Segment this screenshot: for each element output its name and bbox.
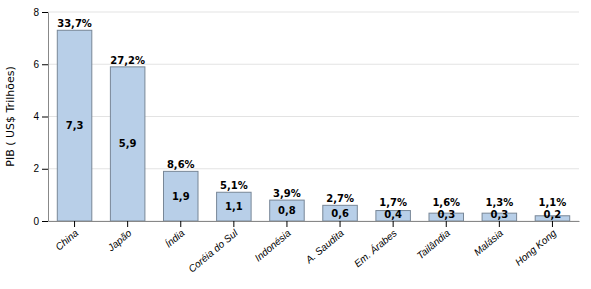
x-tick-label: Em. Árabes bbox=[351, 227, 399, 270]
x-tick: A. Saudita bbox=[303, 221, 347, 266]
x-tick-mark bbox=[180, 221, 181, 227]
y-tick-label: 6 bbox=[33, 59, 39, 70]
percentage-label: 1,6% bbox=[432, 197, 460, 208]
x-tick: Indonésia bbox=[252, 221, 293, 264]
y-tick: 0 bbox=[33, 216, 48, 227]
bar bbox=[57, 30, 92, 221]
percentage-label: 27,2% bbox=[110, 55, 145, 66]
value-label: 5,9 bbox=[119, 138, 137, 149]
x-tick-mark bbox=[233, 221, 234, 227]
bars bbox=[57, 30, 569, 221]
x-tick-label: Indonésia bbox=[252, 227, 293, 264]
y-tick-label: 2 bbox=[33, 163, 39, 174]
chart-svg: 0 2 4 6 8 China Japão ÍndiaCoréia do Sul Indonés… bbox=[0, 0, 591, 289]
x-tick-label: China bbox=[53, 227, 80, 253]
x-tick-mark bbox=[552, 221, 553, 227]
y-axis-title: PIB ( US$ Trilhões) bbox=[4, 66, 17, 166]
percentage-label: 3,9% bbox=[273, 188, 301, 199]
bar bbox=[270, 200, 305, 221]
x-tick-mark bbox=[74, 221, 75, 227]
percentage-label: 5,1% bbox=[220, 180, 248, 191]
value-label: 1,9 bbox=[172, 191, 190, 202]
bar bbox=[163, 171, 198, 221]
bar bbox=[217, 192, 252, 221]
value-label: 0,8 bbox=[278, 205, 296, 216]
y-tick: 8 bbox=[33, 7, 48, 18]
y-tick-mark bbox=[42, 12, 48, 13]
y-tick: 6 bbox=[33, 59, 48, 70]
grid bbox=[48, 12, 579, 221]
x-axis: China Japão ÍndiaCoréia do Sul Indonésia A. … bbox=[49, 221, 580, 275]
y-tick-mark bbox=[42, 221, 48, 222]
percentage-label: 1,7% bbox=[379, 197, 407, 208]
x-tick-label: Hong Kong bbox=[513, 227, 559, 268]
value-label: 0,3 bbox=[437, 209, 455, 220]
x-tick-mark bbox=[446, 221, 447, 227]
x-tick-mark bbox=[286, 221, 287, 227]
x-tick: Tailândia bbox=[415, 221, 453, 261]
y-tick: 4 bbox=[33, 111, 48, 122]
x-tick: Hong Kong bbox=[513, 221, 559, 268]
x-tick-label: A. Saudita bbox=[303, 227, 347, 266]
x-tick-label: Tailândia bbox=[415, 227, 453, 261]
x-tick-label: Coréia do Sul bbox=[186, 227, 240, 275]
y-axis-line bbox=[48, 13, 49, 222]
value-label: 0,6 bbox=[331, 208, 349, 219]
value-label: 1,1 bbox=[225, 201, 243, 212]
x-tick: Japão bbox=[105, 221, 134, 254]
percentage-label: 2,7% bbox=[326, 193, 354, 204]
percentage-label: 8,6% bbox=[167, 159, 195, 170]
value-label: 0,3 bbox=[490, 209, 508, 220]
percentage-label: 1,3% bbox=[485, 197, 513, 208]
bar bbox=[110, 67, 145, 221]
percentage-label: 1,1% bbox=[539, 197, 567, 208]
y-tick-mark bbox=[42, 64, 48, 65]
y-tick: 2 bbox=[33, 163, 48, 174]
bar bbox=[323, 205, 358, 221]
plot: 0 2 4 6 8 China Japão ÍndiaCoréia do Sul Indonés… bbox=[4, 7, 580, 275]
x-tick-label: Japão bbox=[105, 227, 134, 254]
y-tick-label: 8 bbox=[33, 7, 39, 18]
y-tick-mark bbox=[42, 169, 48, 170]
value-label: 0,2 bbox=[544, 209, 562, 220]
y-axis: 0 2 4 6 8 bbox=[33, 7, 48, 227]
x-tick-label: Índia bbox=[162, 226, 187, 249]
x-tick-label: Malásia bbox=[472, 227, 506, 258]
y-tick-label: 0 bbox=[33, 216, 39, 227]
y-tick-mark bbox=[42, 117, 48, 118]
x-tick-mark bbox=[393, 221, 394, 227]
x-tick: China bbox=[53, 221, 80, 253]
value-label: 7,3 bbox=[66, 120, 84, 131]
grid-line bbox=[48, 12, 579, 13]
x-tick: Em. Árabes bbox=[351, 221, 399, 269]
x-tick-mark bbox=[127, 221, 128, 227]
data-labels: 7,3 33,7% 5,9 27,2% 1,9 8,6% 1,1 5,1% 0,8 3,9% 0,6… bbox=[57, 18, 566, 219]
x-tick-mark bbox=[340, 221, 341, 227]
x-tick: Malásia bbox=[472, 221, 506, 258]
y-tick-label: 4 bbox=[33, 111, 39, 122]
x-tick: Coréia do Sul bbox=[186, 221, 240, 275]
percentage-label: 33,7% bbox=[57, 18, 92, 29]
value-label: 0,4 bbox=[384, 209, 402, 220]
x-tick-mark bbox=[499, 221, 500, 227]
x-tick: Índia bbox=[162, 221, 187, 250]
